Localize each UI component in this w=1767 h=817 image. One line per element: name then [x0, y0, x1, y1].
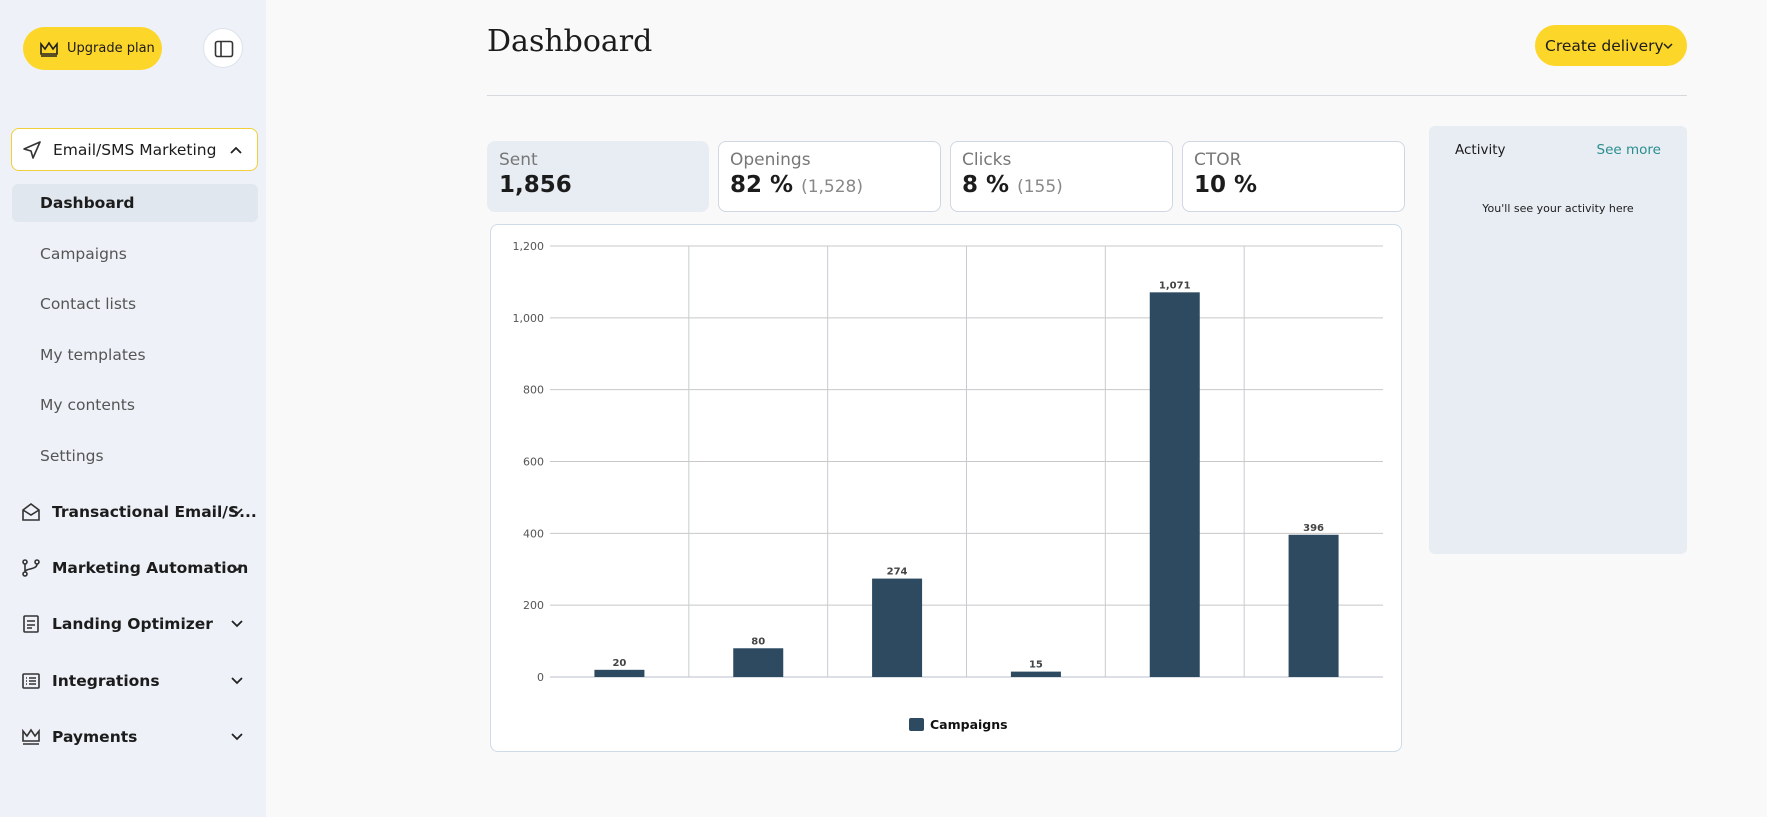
chevron-down — [231, 620, 243, 628]
y-tick-label: 200 — [523, 599, 544, 612]
stat-card: Openings 82 % (1,528) — [718, 141, 941, 212]
group-label: Payments — [52, 728, 138, 746]
chevron-down — [231, 564, 243, 572]
stat-label: Openings — [730, 150, 811, 170]
stat-card: Sent 1,856 — [487, 141, 709, 212]
group-icon — [22, 559, 40, 577]
y-tick-label: 0 — [537, 671, 544, 684]
stat-detail: (155) — [1017, 177, 1063, 197]
value-label: 20 — [612, 658, 626, 669]
group-icon — [22, 673, 40, 689]
y-tick-label: 400 — [523, 527, 544, 540]
value-label: 15 — [1029, 660, 1043, 671]
chevron-down — [231, 733, 243, 741]
y-tick-label: 800 — [523, 384, 544, 397]
group-icon — [23, 615, 39, 633]
nav-item[interactable]: My templates — [40, 346, 146, 364]
y-tick-label: 1,200 — [513, 240, 545, 253]
group-label: Integrations — [52, 672, 160, 690]
activity-panel: Activity See more You'll see your activi… — [1429, 126, 1687, 554]
stat-value: 10 % — [1194, 172, 1258, 198]
value-label: 274 — [887, 567, 908, 578]
group-label: Marketing Automation — [52, 559, 249, 577]
sidebar: Upgrade plan Email/SMS Marketing Dashboa… — [0, 0, 266, 817]
nav-group[interactable]: Transactional Email/S... — [11, 492, 258, 532]
chevron-down — [1663, 43, 1673, 50]
nav-group[interactable]: Payments — [11, 717, 258, 757]
stat-value-row: 10 % — [1194, 172, 1393, 198]
page-title: Dashboard — [487, 24, 653, 59]
bar — [733, 648, 784, 677]
upgrade-label: Upgrade plan — [67, 41, 155, 56]
nav-item[interactable]: My contents — [40, 396, 135, 414]
stat-value: 8 % — [962, 172, 1010, 198]
bar — [594, 669, 645, 677]
value-label: 396 — [1303, 523, 1324, 534]
stat-value: 1,856 — [499, 172, 572, 198]
toggle-icon — [214, 40, 234, 58]
create-delivery-button[interactable]: Create delivery — [1535, 25, 1687, 66]
stat-value: 82 % — [730, 172, 794, 198]
stat-card: Clicks 8 % (155) — [950, 141, 1173, 212]
group-label: Transactional Email/S... — [52, 503, 257, 521]
separator — [487, 95, 1687, 96]
bar — [1149, 292, 1200, 677]
stat-detail: (1,528) — [801, 177, 864, 197]
button-label: Create delivery — [1545, 36, 1664, 55]
chevron-up — [230, 146, 242, 154]
bar — [1288, 534, 1339, 677]
bar — [1010, 671, 1061, 677]
stat-value-row: 1,856 — [499, 172, 697, 198]
stat-value-row: 8 % (155) — [962, 172, 1161, 198]
crown-icon — [40, 41, 58, 57]
stat-label: Sent — [499, 150, 538, 170]
legend-swatch — [909, 718, 924, 731]
activity-empty: You'll see your activity here — [1482, 202, 1634, 215]
value-label: 1,071 — [1159, 280, 1191, 291]
stat-label: CTOR — [1194, 150, 1242, 170]
chart-panel: 0 200 400 600 800 1,000 1,200 20 80 274 15 1,071 396… — [490, 224, 1402, 752]
send-icon — [23, 140, 41, 159]
nav-item[interactable]: Settings — [40, 447, 104, 465]
nav-item[interactable]: Campaigns — [40, 245, 127, 263]
y-tick-label: 600 — [523, 456, 544, 469]
sidebar-toggle[interactable] — [203, 28, 243, 68]
activity-title: Activity — [1455, 142, 1506, 158]
section-header[interactable]: Email/SMS Marketing — [11, 128, 258, 171]
y-tick-label: 1,000 — [513, 312, 545, 325]
group-icon — [22, 503, 40, 521]
nav-group[interactable]: Integrations — [11, 661, 258, 701]
chevron-down — [231, 677, 243, 685]
stat-label: Clicks — [962, 150, 1012, 170]
value-label: 80 — [751, 636, 765, 647]
stat-value-row: 82 % (1,528) — [730, 172, 929, 198]
nav-group[interactable]: Landing Optimizer — [11, 604, 258, 644]
group-icon — [22, 728, 40, 745]
chart: 0 200 400 600 800 1,000 1,200 20 80 274 15 1,071 396… — [513, 240, 1383, 732]
chevron-down — [231, 508, 243, 516]
stat-card: CTOR 10 % — [1182, 141, 1405, 212]
nav-item[interactable]: Contact lists — [40, 295, 137, 313]
group-label: Landing Optimizer — [52, 615, 213, 633]
upgrade-button[interactable]: Upgrade plan — [23, 27, 162, 70]
section-label: Email/SMS Marketing — [53, 140, 217, 159]
bar — [872, 578, 923, 677]
nav-item[interactable]: Dashboard — [12, 184, 258, 222]
nav-group[interactable]: Marketing Automation — [11, 548, 258, 588]
legend-label: Campaigns — [930, 717, 1008, 732]
see-more-link[interactable]: See more — [1596, 142, 1661, 158]
